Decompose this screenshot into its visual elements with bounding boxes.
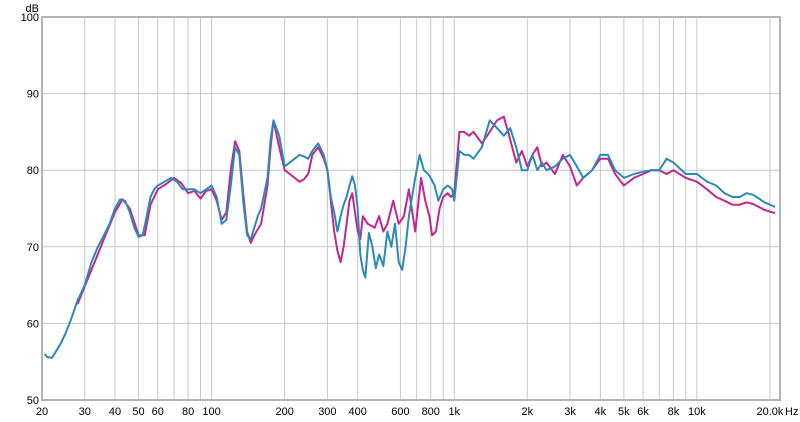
x-tick-label: 100 [202, 406, 220, 418]
y-tick-label: 50 [27, 395, 39, 407]
x-tick-label: 20 [36, 406, 48, 418]
x-tick-label: 300 [318, 406, 336, 418]
x-tick-label: 40 [109, 406, 121, 418]
x-tick-label: 1k [448, 406, 460, 418]
y-tick-label: 90 [27, 89, 39, 101]
x-tick-label: 10k [688, 406, 706, 418]
tick-labels: 50 60 70 80 90 100 20 30 40 50 60 80 100 200 300 400 600… [21, 3, 799, 418]
x-tick-label: 4k [595, 406, 607, 418]
y-unit-label: dB [26, 3, 39, 15]
y-tick-label: 100 [21, 12, 39, 24]
x-tick-label: 5k [618, 406, 630, 418]
x-tick-label: 50 [132, 406, 144, 418]
y-tick-label: 70 [27, 242, 39, 254]
plot-frame [41, 16, 781, 401]
x-tick-label: 20.0k [756, 406, 783, 418]
x-tick-label: 80 [182, 406, 194, 418]
x-tick-label: 3k [564, 406, 576, 418]
x-tick-label: 30 [79, 406, 91, 418]
x-tick-label: 800 [422, 406, 440, 418]
y-tick-label: 80 [27, 165, 39, 177]
series-line-1 [76, 115, 776, 305]
x-tick-label: 200 [275, 406, 293, 418]
grid [41, 16, 780, 401]
x-tick-label: 8k [668, 406, 680, 418]
series [43, 115, 776, 359]
x-tick-label: 60 [152, 406, 164, 418]
x-unit-label: Hz [785, 406, 798, 418]
x-tick-label: 400 [349, 406, 367, 418]
x-tick-label: 6k [637, 406, 649, 418]
y-tick-label: 60 [27, 318, 39, 330]
series-line-2 [43, 119, 776, 359]
x-tick-label: 2k [521, 406, 533, 418]
x-tick-label: 600 [391, 406, 409, 418]
